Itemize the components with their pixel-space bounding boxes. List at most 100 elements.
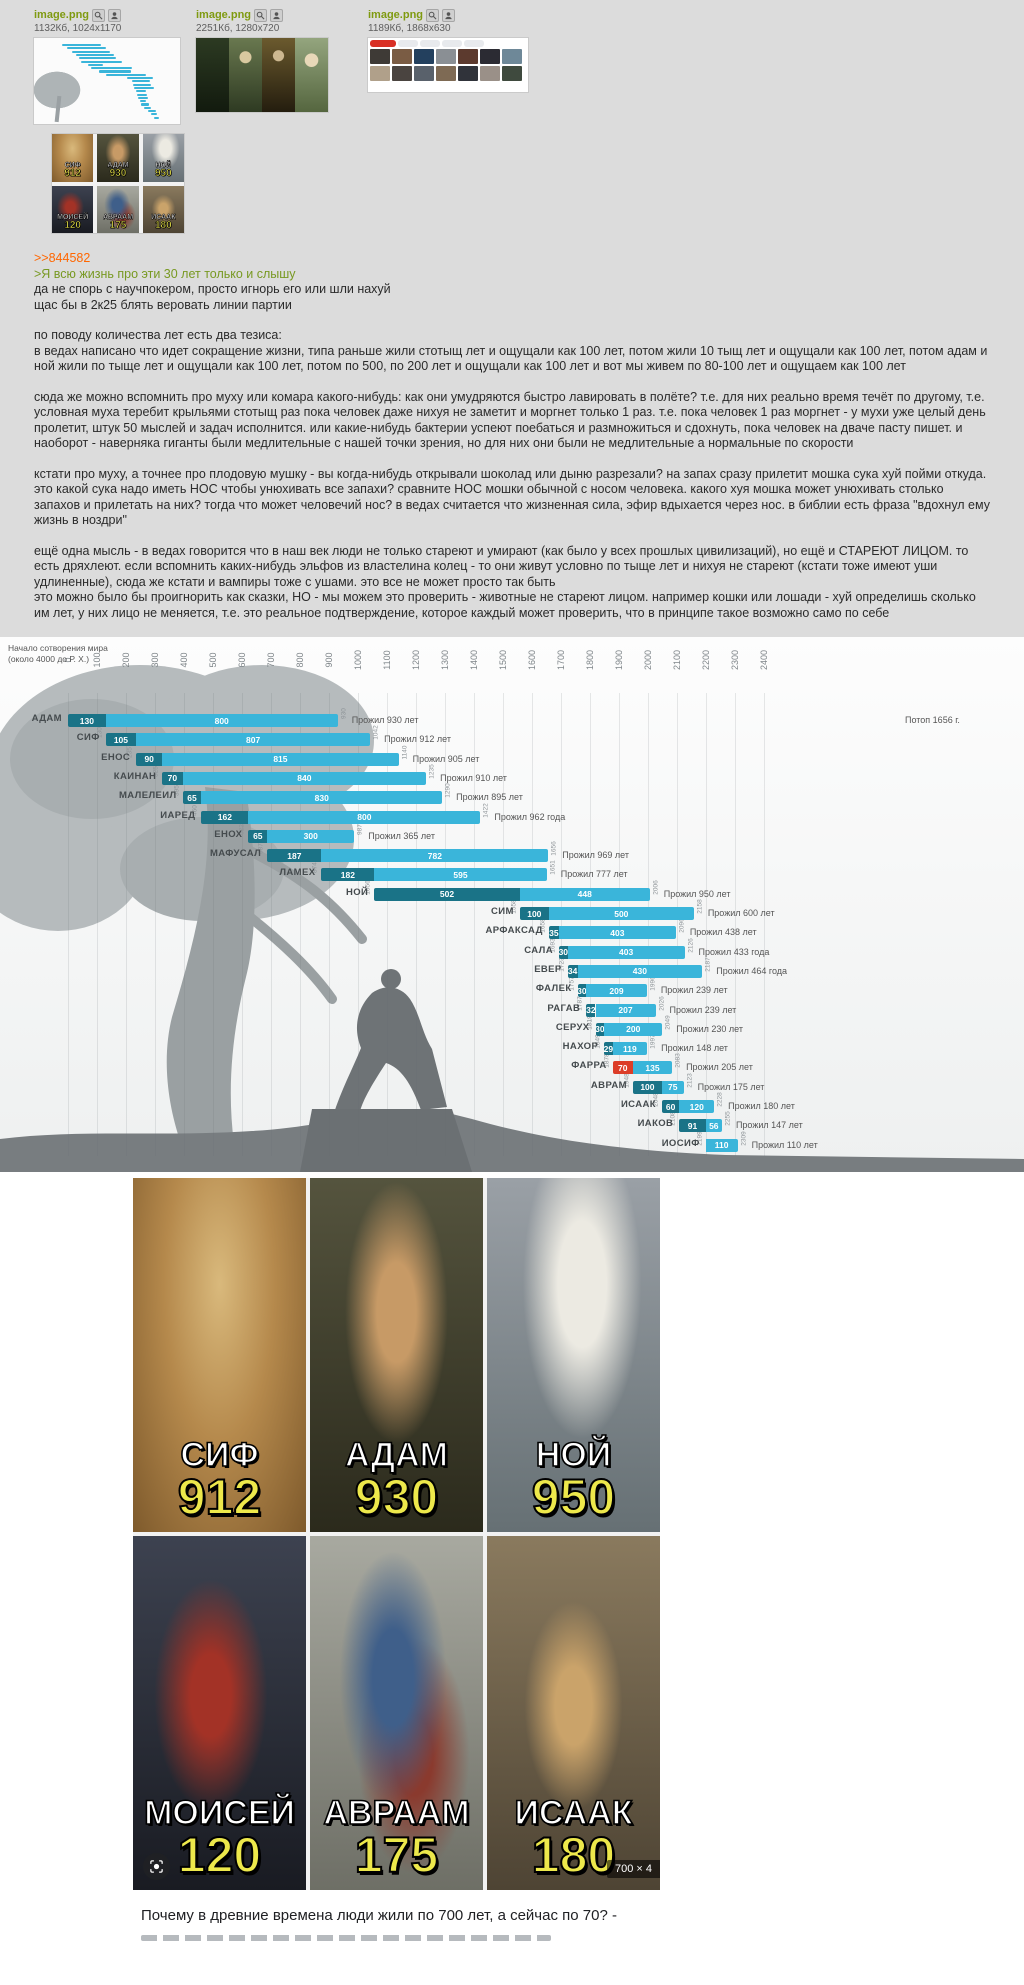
lifespan-label: Прожил 147 лет [735, 1120, 803, 1131]
thumbnail-elves[interactable] [196, 38, 328, 112]
axis-gridline [126, 693, 127, 1156]
meme-panel-моисей: МОИСЕЙ 120 [52, 185, 94, 234]
meme-panel-name: НОЙ [535, 1435, 612, 1474]
file-column-2: image.png 2251Кб, 1280x720 [196, 8, 328, 112]
result-caption: Почему в древние времена люди жили по 70… [133, 1890, 660, 1945]
bar-segment-firstborn: 65 [182, 791, 202, 805]
bar-segment-remaining: 800 [248, 810, 481, 824]
patriarch-name: ЕВЕР [534, 963, 562, 975]
axis-tick-label: 1200 [411, 649, 421, 671]
expanded-meme-image[interactable]: СИФ 912 АДАМ 930 НОЙ 950 МОИСЕЙ 120 АВРААМ 175 ИСА… [133, 1178, 660, 1890]
post-body: >>844582 >Я всю жизнь про эти 30 лет тол… [34, 251, 990, 621]
mini-bar [62, 44, 102, 47]
patriarch-name: ИСААК [620, 1099, 656, 1110]
meme-panel-исаак: ИСААК 180 [487, 1536, 660, 1890]
axis-gridline [590, 693, 591, 1156]
axis-tick-label: 1000 [353, 649, 363, 671]
result-thumbnail-cell [436, 49, 456, 64]
axis-gridline [213, 693, 214, 1156]
bar-segment-remaining: 403 [567, 945, 685, 959]
axis-gridline [764, 693, 765, 1156]
magnifier-icon [428, 11, 437, 19]
thumbnail-chart[interactable] [34, 38, 180, 124]
result-title[interactable]: Почему в древние времена люди жили по 70… [141, 1907, 617, 1924]
axis-tick-label: 800 [295, 652, 305, 668]
axis-gridline [416, 693, 417, 1156]
meme-panel-адам: АДАМ 930 [97, 134, 139, 182]
reply-link[interactable]: >>844582 [34, 251, 91, 265]
patriarch-name: ЕНОС [101, 751, 131, 763]
file-link[interactable]: image.png [368, 9, 424, 21]
bar-segment-firstborn: 70 [162, 771, 183, 785]
patriarch-name: ФАРРА [571, 1060, 607, 1072]
meme-panel-age: 175 [354, 1827, 439, 1884]
axis-tick-label: 1600 [527, 649, 537, 671]
bar-segment-firstborn: 30 [595, 1022, 605, 1036]
post-paragraph: да не спорь с научпокером, просто игнорь… [34, 282, 391, 312]
bar-segment-remaining: 56 [705, 1119, 722, 1133]
lifespan-label: Прожил 230 лет [676, 1023, 743, 1034]
file-link[interactable]: image.png [34, 9, 90, 21]
lifespan-label: Прожил 175 лет [697, 1081, 765, 1092]
expanded-lifespan-chart-image[interactable]: Начало сотворения мира (около 4000 до Р.… [0, 637, 1024, 1172]
meme-panel-age: 120 [177, 1827, 262, 1884]
google-lens-icon[interactable] [143, 1853, 170, 1880]
thumbnail-meme[interactable]: СИФ 912 АДАМ 930 НОЙ 950 МОИСЕЙ 120 АВРААМ 175 ИСА… [52, 134, 184, 233]
lifespan-label: Прожил 969 лет [562, 850, 630, 861]
thumbnail-search-results[interactable] [368, 38, 528, 92]
bar-segment-remaining: 403 [558, 926, 676, 940]
meme-panel-age: 930 [109, 168, 127, 180]
axis-tick-label: 1400 [469, 649, 479, 671]
magnifier-icon [256, 11, 265, 19]
mini-bar [81, 60, 122, 63]
axis-gridline [648, 693, 649, 1156]
chip [420, 40, 440, 47]
magnifier-icon [94, 11, 103, 19]
axis-tick-label: 900 [324, 652, 334, 668]
axis-gridline [97, 693, 98, 1156]
meme-panel-исаак: ИСААК 180 [142, 185, 184, 234]
chart-title-line2: (около 4000 до Р. Х.) [8, 654, 90, 665]
result-thumbnail-cell [458, 66, 478, 81]
meme-panel-моисей: МОИСЕЙ 120 [133, 1536, 306, 1890]
elf-figure [196, 38, 229, 112]
bar-segment-remaining: 300 [267, 829, 355, 843]
reverse-search-icon[interactable] [270, 8, 284, 22]
bar-segment-remaining: 209 [586, 984, 647, 998]
file-link[interactable]: image.png [196, 9, 252, 21]
axis-gridline [503, 693, 504, 1156]
reverse-search-icon[interactable] [108, 8, 122, 22]
result-cells [370, 49, 526, 81]
image-search-icon[interactable] [254, 8, 268, 22]
result-thumbnail-cell [392, 49, 412, 64]
axis-gridline [300, 693, 301, 1156]
patriarch-name: МАФУСАЛ [209, 848, 262, 860]
lifespan-label: Прожил 433 года [698, 946, 770, 957]
bar-segment-firstborn: 91 [679, 1119, 706, 1133]
meme-panel-age: 120 [64, 219, 81, 231]
mini-bar [98, 70, 132, 73]
mini-bar [71, 50, 110, 53]
patriarch-name: КАИНАН [113, 770, 157, 782]
axis-gridline [184, 693, 185, 1156]
meme-panel-name: АДАМ [107, 162, 129, 170]
mini-bar [133, 83, 152, 86]
meme-panel-age: 180 [531, 1827, 616, 1884]
axis-gridline [271, 693, 272, 1156]
patriarch-name: АВРАМ [590, 1079, 627, 1091]
patriarch-name: ИОСИФ [661, 1137, 700, 1149]
meme-grid-big: СИФ 912 АДАМ 930 НОЙ 950 МОИСЕЙ 120 АВРААМ 175 ИСА… [133, 1178, 660, 1890]
lifespan-label: Прожил 895 лет [456, 792, 523, 803]
meme-panel-age: 912 [177, 1469, 262, 1526]
axis-gridline [329, 693, 330, 1156]
image-search-icon[interactable] [426, 8, 440, 22]
bar-segment-firstborn: 502 [374, 887, 520, 901]
lifespan-label: Прожил 930 лет [351, 715, 419, 725]
meme-panel-age: 175 [109, 219, 127, 231]
bar-segment-firstborn: 162 [201, 810, 249, 824]
post-container: image.png 1132Кб, 1024x1170 СИФ 912 АДАМ 93… [0, 0, 1024, 637]
image-search-icon[interactable] [92, 8, 106, 22]
elf-figure [262, 38, 295, 112]
reverse-search-icon[interactable] [442, 8, 456, 22]
